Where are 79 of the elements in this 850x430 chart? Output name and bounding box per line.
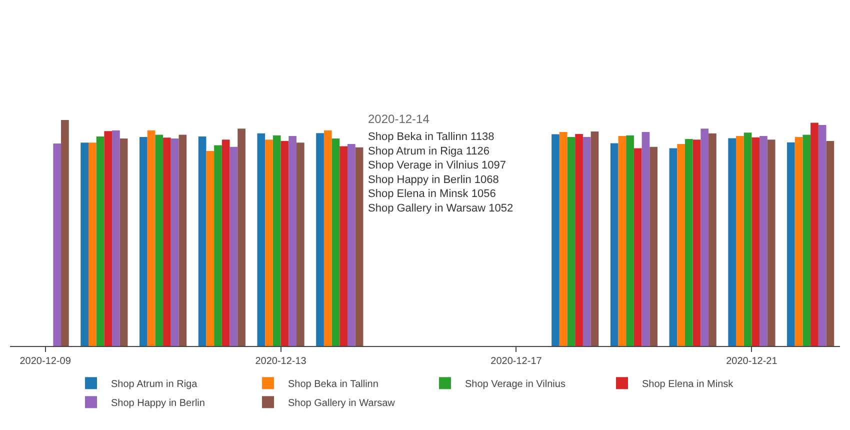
bar bbox=[826, 141, 834, 346]
legend-label: Shop Atrum in Riga bbox=[111, 379, 198, 390]
bar bbox=[104, 131, 112, 346]
bar bbox=[340, 146, 348, 346]
bar bbox=[280, 141, 289, 346]
bar bbox=[767, 140, 776, 346]
bar bbox=[96, 136, 104, 346]
bar bbox=[618, 136, 626, 346]
bar bbox=[324, 130, 332, 346]
annotation: Shop Verage in Vilnius 1097 bbox=[368, 160, 506, 172]
bar bbox=[810, 122, 818, 346]
bar bbox=[787, 142, 795, 346]
bar bbox=[700, 128, 709, 346]
bar bbox=[552, 134, 560, 346]
bar bbox=[794, 136, 803, 346]
bar bbox=[178, 134, 187, 346]
bar bbox=[590, 132, 599, 346]
bar bbox=[626, 135, 634, 346]
bar bbox=[80, 142, 88, 346]
bar bbox=[650, 146, 658, 346]
bar bbox=[170, 138, 179, 346]
bar bbox=[238, 128, 246, 346]
x-tick-label: 2020-12-21 bbox=[726, 356, 778, 367]
bar bbox=[347, 144, 356, 346]
legend-label: Shop Beka in Tallinn bbox=[288, 379, 378, 390]
bar bbox=[575, 134, 583, 346]
bar bbox=[818, 124, 826, 346]
bar bbox=[214, 145, 222, 346]
bar bbox=[163, 138, 171, 346]
bar bbox=[230, 146, 238, 346]
bar bbox=[802, 134, 811, 346]
bar bbox=[677, 144, 685, 346]
annotation: Shop Elena in Minsk 1056 bbox=[368, 188, 496, 200]
annotation: Shop Happy in Berlin 1068 bbox=[368, 174, 499, 186]
bar bbox=[140, 136, 148, 346]
bar bbox=[198, 136, 206, 346]
bar bbox=[692, 140, 701, 346]
bar bbox=[708, 133, 716, 346]
legend-label: Shop Happy in Berlin bbox=[111, 398, 205, 409]
bar bbox=[634, 148, 642, 346]
bar bbox=[88, 142, 96, 346]
bar bbox=[752, 137, 760, 346]
bar bbox=[736, 136, 744, 346]
legend-label: Shop Gallery in Warsaw bbox=[288, 398, 396, 409]
bar bbox=[567, 136, 576, 346]
legend-label: Shop Verage in Vilnius bbox=[465, 379, 566, 390]
bar bbox=[728, 138, 736, 346]
bar bbox=[582, 136, 591, 346]
bar bbox=[265, 140, 273, 346]
bar bbox=[120, 138, 128, 346]
x-tick-label: 2020-12-09 bbox=[20, 356, 72, 367]
bar bbox=[559, 132, 568, 346]
legend-label: Shop Elena in Minsk bbox=[642, 379, 734, 390]
bar bbox=[669, 148, 678, 346]
bar bbox=[112, 130, 120, 346]
annotation: Shop Gallery in Warsaw 1052 bbox=[368, 202, 514, 214]
bar bbox=[684, 138, 693, 346]
bar bbox=[222, 140, 230, 346]
bar bbox=[296, 142, 304, 346]
bar bbox=[355, 147, 364, 346]
annotation: Shop Beka in Tallinn 1138 bbox=[368, 131, 494, 143]
bar bbox=[760, 136, 768, 346]
bar bbox=[332, 138, 340, 346]
bar bbox=[288, 136, 296, 346]
x-tick-label: 2020-12-17 bbox=[490, 356, 542, 367]
annotation: 2020-12-14 bbox=[368, 112, 430, 126]
bar bbox=[206, 150, 214, 346]
bar bbox=[257, 133, 266, 346]
bar bbox=[272, 135, 281, 346]
bar bbox=[147, 130, 156, 346]
bar bbox=[642, 132, 650, 346]
bar bbox=[744, 132, 752, 346]
bar bbox=[316, 133, 324, 346]
bar bbox=[53, 144, 62, 346]
bar bbox=[61, 120, 69, 346]
bar bbox=[610, 143, 618, 346]
x-tick-label: 2020-12-13 bbox=[255, 356, 307, 367]
bar bbox=[155, 134, 164, 346]
annotation: Shop Atrum in Riga 1126 bbox=[368, 145, 490, 158]
